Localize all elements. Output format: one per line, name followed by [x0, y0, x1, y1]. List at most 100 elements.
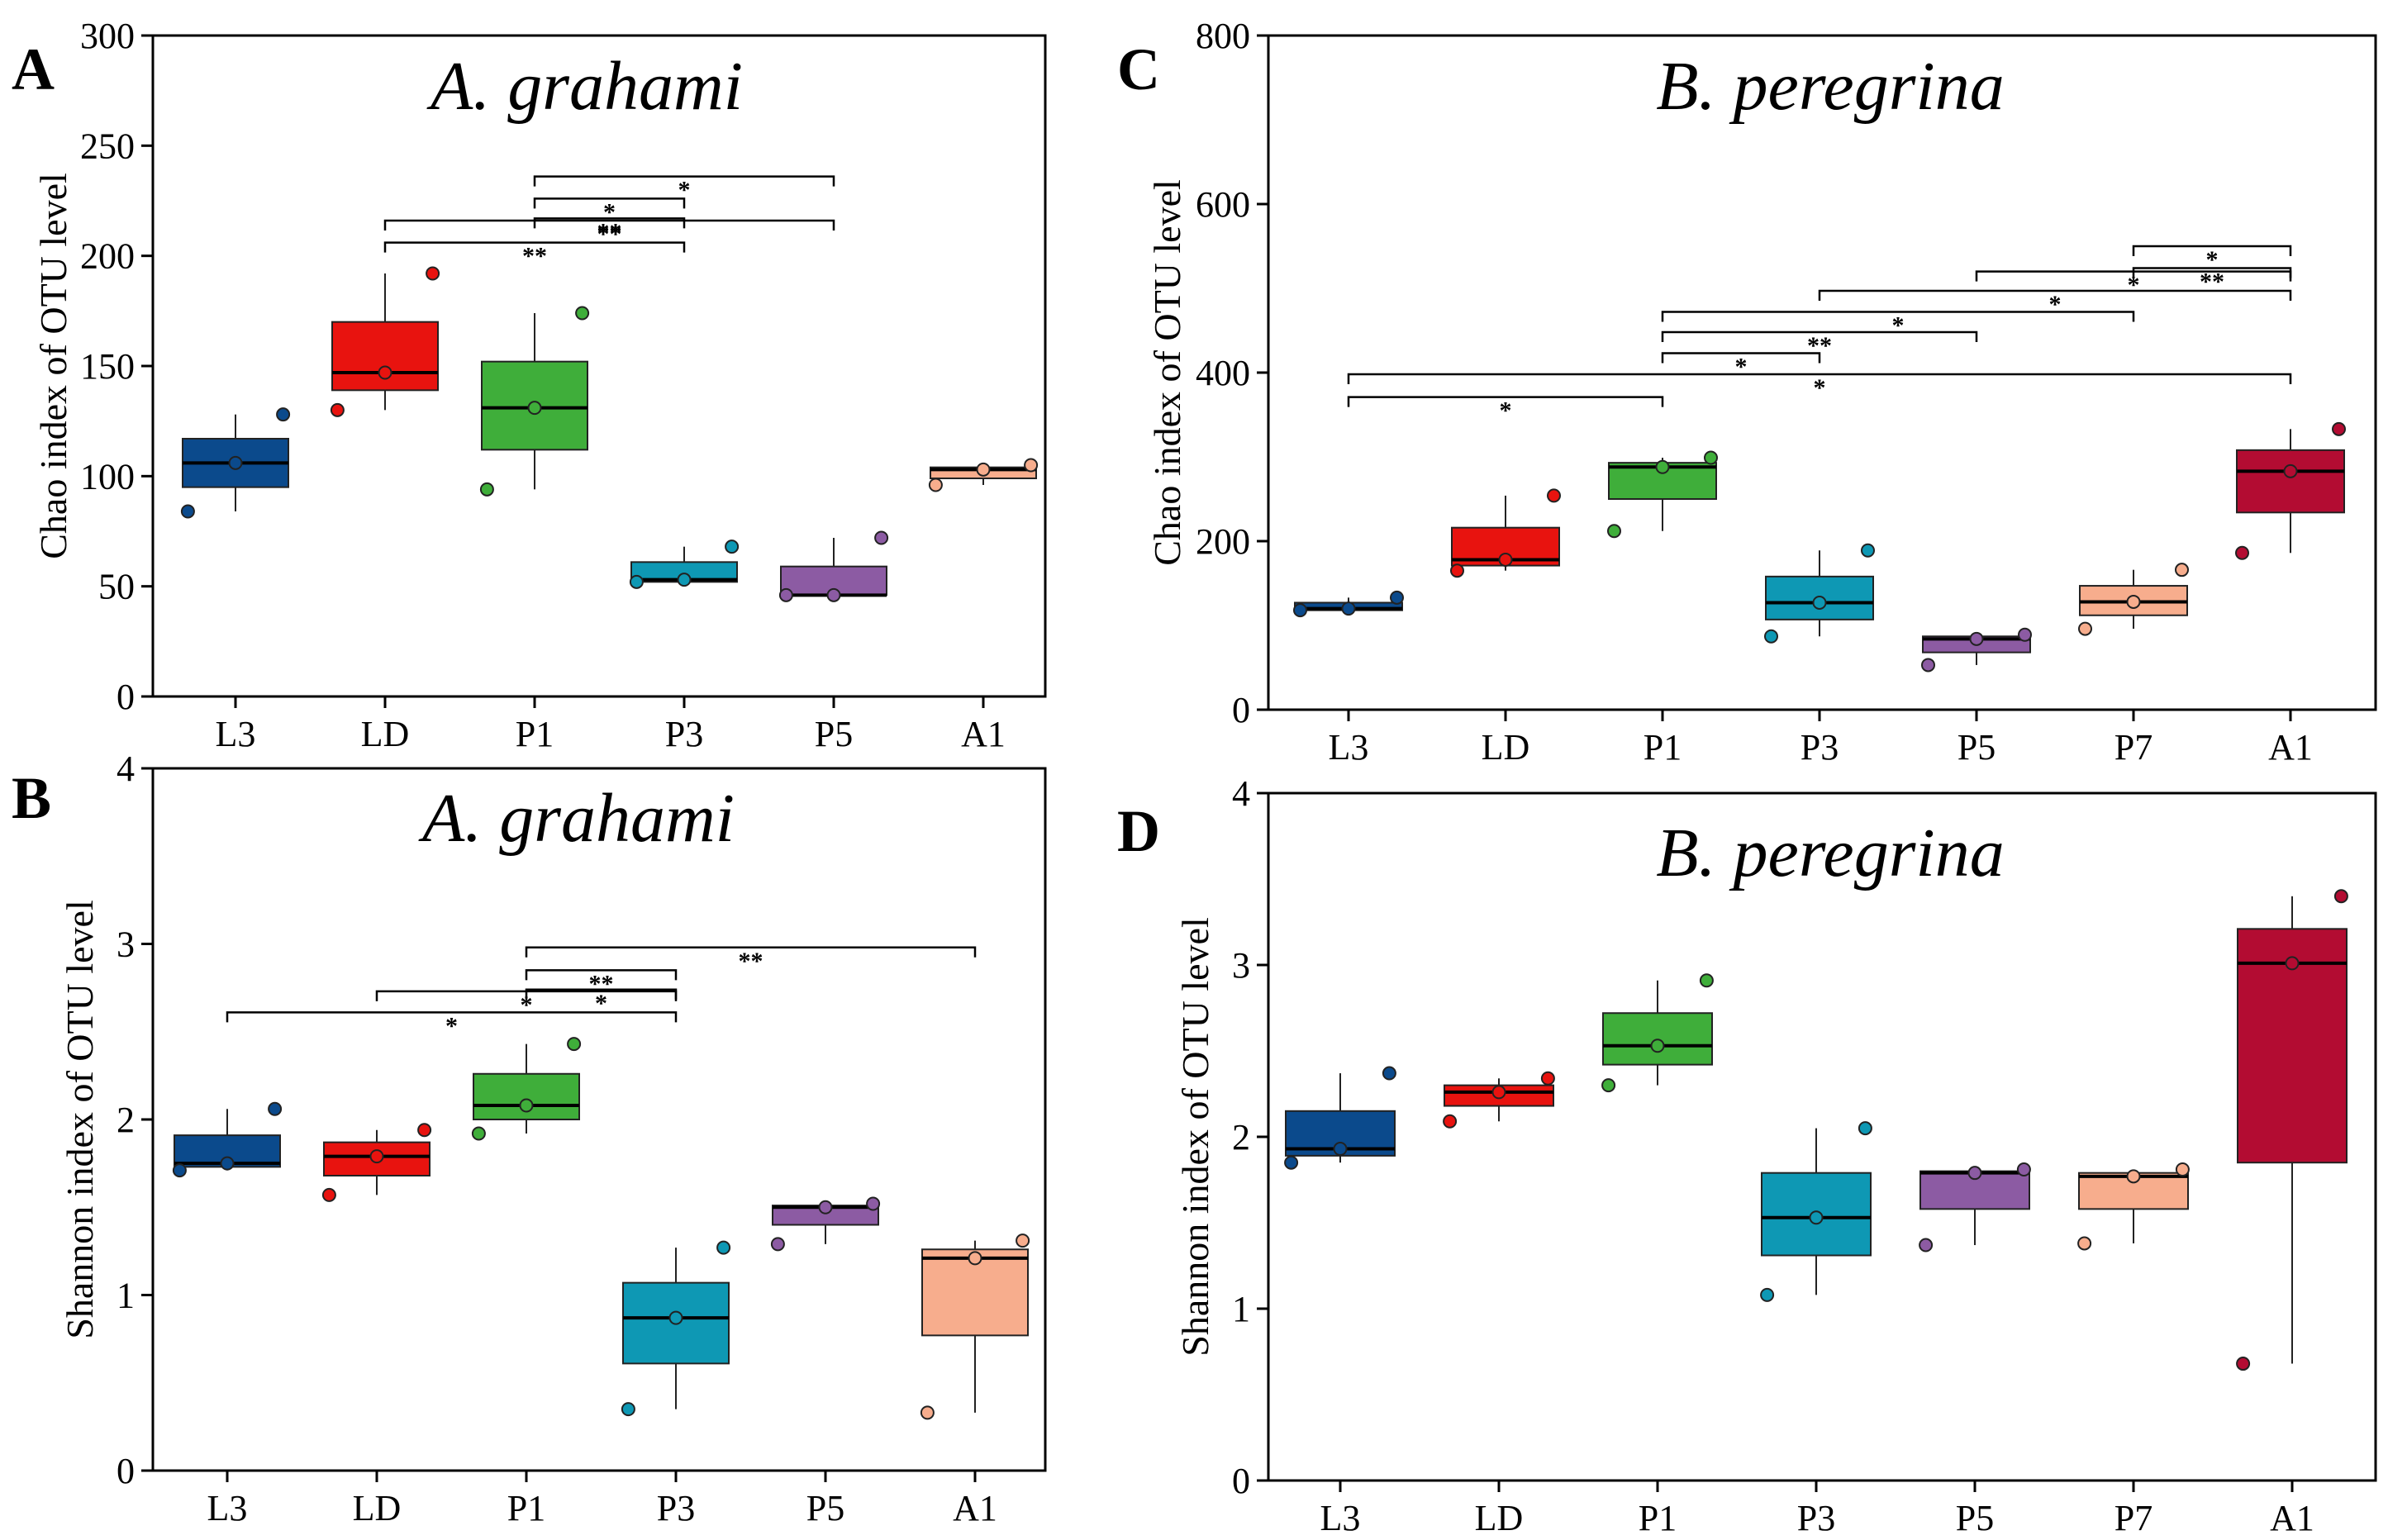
- x-tick-label: P1: [1639, 1498, 1677, 1538]
- data-point: [2285, 956, 2300, 971]
- data-point: [2236, 1357, 2251, 1371]
- significance-label: *: [2049, 291, 2062, 318]
- y-tick-label: 200: [1196, 521, 1250, 562]
- data-point: [1390, 590, 1404, 605]
- x-tick-label: P1: [507, 1488, 545, 1528]
- data-point: [2077, 1236, 2092, 1251]
- data-point: [180, 504, 195, 519]
- data-point: [369, 1149, 384, 1164]
- data-point: [527, 401, 542, 416]
- data-point: [1601, 1078, 1616, 1093]
- data-point: [1858, 1121, 1872, 1136]
- significance-bracket: [383, 219, 835, 231]
- data-point: [276, 407, 291, 422]
- data-point: [172, 1163, 187, 1178]
- data-point: [1540, 1071, 1555, 1086]
- y-axis-label: Chao index of OTU level: [32, 173, 74, 559]
- plot-frame: [151, 34, 1047, 698]
- data-point: [1293, 603, 1307, 618]
- x-tick-label: P7: [2114, 1498, 2153, 1538]
- box-LD: [331, 321, 439, 392]
- significance-label: *: [1500, 397, 1512, 425]
- y-tick-label: 100: [80, 456, 135, 497]
- data-point: [378, 365, 392, 380]
- data-point: [567, 1037, 582, 1052]
- data-point: [1812, 595, 1827, 610]
- y-tick-label: 600: [1196, 184, 1250, 225]
- chart-title: A. grahami: [418, 780, 735, 857]
- significance-label: *: [678, 177, 691, 204]
- significance-bracket: [533, 197, 686, 209]
- data-point: [1443, 1114, 1458, 1129]
- y-tick-label: 1: [1232, 1289, 1250, 1329]
- significance-bracket: [1818, 289, 2292, 302]
- data-point: [268, 1101, 283, 1116]
- data-point: [321, 1187, 336, 1202]
- x-tick-label: P1: [516, 714, 554, 754]
- data-point: [2078, 621, 2092, 636]
- data-point: [866, 1196, 881, 1211]
- y-tick-label: 2: [1232, 1117, 1250, 1157]
- y-tick-label: 0: [1232, 690, 1250, 730]
- x-tick-label: P5: [1956, 1498, 1994, 1538]
- x-tick-label: P5: [806, 1488, 844, 1528]
- x-tick-label: LD: [1475, 1498, 1524, 1538]
- y-tick-label: 3: [1232, 945, 1250, 986]
- significance-bracket: [1347, 396, 1664, 407]
- significance-label: *: [445, 1012, 458, 1039]
- data-point: [1382, 1066, 1396, 1081]
- significance-bracket: [1661, 352, 1821, 364]
- data-point: [770, 1237, 785, 1252]
- x-tick-label: P3: [657, 1488, 695, 1528]
- data-point: [2018, 627, 2032, 642]
- x-tick-label: L3: [1320, 1498, 1361, 1538]
- y-tick-label: 50: [98, 567, 135, 607]
- data-point: [1341, 601, 1356, 616]
- x-tick-label: L3: [216, 714, 256, 754]
- significance-label: *: [1892, 312, 1905, 340]
- significance-bracket: [1347, 373, 2292, 385]
- panel-a: A A. grahami Chao index of OTU level 0 50…: [12, 16, 1047, 754]
- x-tick-label: A1: [961, 714, 1006, 754]
- data-point: [1284, 1155, 1299, 1170]
- data-point: [575, 306, 590, 321]
- data-point: [2175, 1162, 2190, 1177]
- x-tick-label: P5: [815, 714, 853, 754]
- y-tick-label: 300: [80, 16, 135, 56]
- significance-bracket: [1661, 311, 2135, 322]
- data-point: [2283, 463, 2298, 478]
- y-axis-label: Chao index of OTU level: [1146, 179, 1188, 566]
- x-tick-label: P5: [1957, 727, 1996, 768]
- y-tick-label: 4: [1232, 773, 1250, 814]
- y-tick-label: 4: [117, 749, 135, 789]
- plot-frame: [151, 767, 1047, 1472]
- data-point: [1809, 1210, 1824, 1225]
- y-tick-label: 0: [1232, 1461, 1250, 1501]
- data-point: [2333, 889, 2348, 904]
- x-tick-label: L3: [1329, 727, 1369, 768]
- data-point: [1450, 563, 1464, 578]
- data-point: [426, 266, 440, 281]
- y-tick-label: 3: [117, 924, 135, 965]
- data-point: [519, 1098, 534, 1113]
- data-point: [2332, 421, 2346, 436]
- y-axis-label: Shannon index of OTU level: [1174, 917, 1216, 1356]
- significance-label: *: [595, 990, 607, 1017]
- x-tick-label: P3: [1797, 1498, 1835, 1538]
- significance-label: **: [597, 221, 622, 248]
- x-tick-label: P3: [1801, 727, 1839, 768]
- data-point: [874, 530, 889, 545]
- significance-bracket: [226, 1011, 678, 1023]
- data-point: [826, 587, 841, 602]
- significance-label: **: [522, 243, 547, 270]
- data-point: [471, 1126, 486, 1141]
- data-point: [1024, 458, 1039, 473]
- data-point: [2126, 594, 2141, 609]
- data-point: [1969, 631, 1984, 646]
- data-point: [1607, 524, 1621, 539]
- significance-bracket: [1975, 270, 2292, 282]
- panel-c: C B. peregrina Chao index of OTU level 0…: [1117, 16, 2377, 768]
- x-tick-label: LD: [353, 1488, 402, 1528]
- data-point: [1333, 1142, 1348, 1157]
